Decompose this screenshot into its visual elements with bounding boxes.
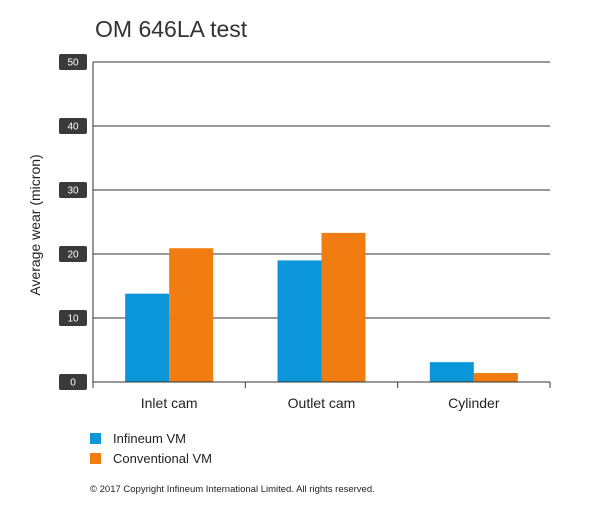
x-category-label: Inlet cam xyxy=(141,395,198,411)
y-tick: 50 xyxy=(59,54,87,70)
bar-infineum-vm-inlet-cam xyxy=(125,293,170,382)
bar-infineum-vm-outlet-cam xyxy=(277,260,322,382)
x-category-label: Outlet cam xyxy=(288,395,356,411)
legend-swatch-conventional xyxy=(90,452,101,464)
y-tick: 40 xyxy=(59,118,87,134)
legend-item-conventional: Conventional VM xyxy=(90,448,212,468)
y-tick-label: 30 xyxy=(67,186,79,197)
legend-label-infineum: Infineum VM xyxy=(113,430,186,446)
x-category-label: Cylinder xyxy=(448,395,500,411)
y-tick: 20 xyxy=(59,246,87,262)
y-tick-label: 10 xyxy=(67,314,79,325)
bar-conventional-vm-inlet-cam xyxy=(169,248,214,382)
copyright-text: © 2017 Copyright Infineum International … xyxy=(90,484,375,495)
y-tick-label: 40 xyxy=(67,122,79,133)
y-tick-label: 0 xyxy=(70,378,76,389)
bar-conventional-vm-cylinder xyxy=(473,373,518,382)
legend: Infineum VM Conventional VM xyxy=(90,428,212,468)
y-tick: 30 xyxy=(59,182,87,198)
legend-label-conventional: Conventional VM xyxy=(113,450,212,466)
bar-conventional-vm-outlet-cam xyxy=(321,232,366,382)
y-tick-box xyxy=(59,374,87,390)
y-tick-box xyxy=(59,310,87,326)
chart-title: OM 646LA test xyxy=(95,16,248,42)
bars xyxy=(125,232,518,382)
y-tick-label: 20 xyxy=(67,250,79,261)
legend-swatch-infineum xyxy=(90,432,101,444)
bar-infineum-vm-cylinder xyxy=(429,362,474,382)
y-tick: 0 xyxy=(59,374,87,390)
y-tick-box xyxy=(59,54,87,70)
y-axis: 0 10 20 30 40 50 xyxy=(59,54,551,390)
y-tick-box xyxy=(59,118,87,134)
x-axis-labels: Inlet cam Outlet cam Cylinder xyxy=(93,381,550,411)
y-tick-label: 50 xyxy=(67,58,79,69)
y-tick-box xyxy=(59,182,87,198)
y-axis-title: Average wear (micron) xyxy=(27,154,43,295)
y-tick-box xyxy=(59,246,87,262)
y-tick: 10 xyxy=(59,310,87,326)
legend-item-infineum: Infineum VM xyxy=(90,428,212,448)
